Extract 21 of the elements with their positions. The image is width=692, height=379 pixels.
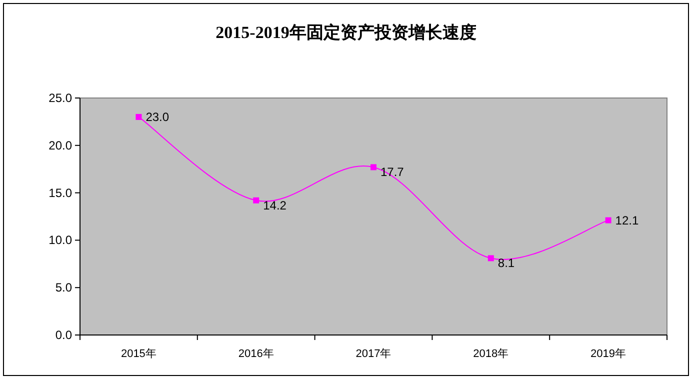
x-tick-label: 2017年 [356, 348, 392, 360]
y-tick-label: 0.0 [55, 328, 72, 342]
y-tick-label: 5.0 [55, 280, 72, 295]
data-label: 12.1 [615, 213, 639, 228]
data-label: 8.1 [498, 256, 515, 270]
y-tick-label: 20.0 [48, 138, 72, 152]
chart-title: 2015-2019年固定资产投资增长速度 [216, 23, 476, 42]
point [136, 114, 142, 120]
point [488, 255, 494, 262]
point [605, 217, 612, 224]
x-tick-label: 2019年 [590, 348, 626, 360]
point [370, 164, 376, 170]
data-label: 14.2 [263, 198, 287, 212]
x-tick-label: 2016年 [238, 348, 274, 360]
x-tick-label: 2015年 [120, 348, 156, 360]
data-label: 23.0 [146, 110, 170, 124]
point [253, 197, 260, 204]
y-tick-label: 25.0 [48, 91, 72, 105]
y-tick-label: 10.0 [48, 233, 72, 248]
x-tick-label: 2018年 [473, 348, 509, 360]
y-tick-label: 15.0 [48, 186, 72, 200]
